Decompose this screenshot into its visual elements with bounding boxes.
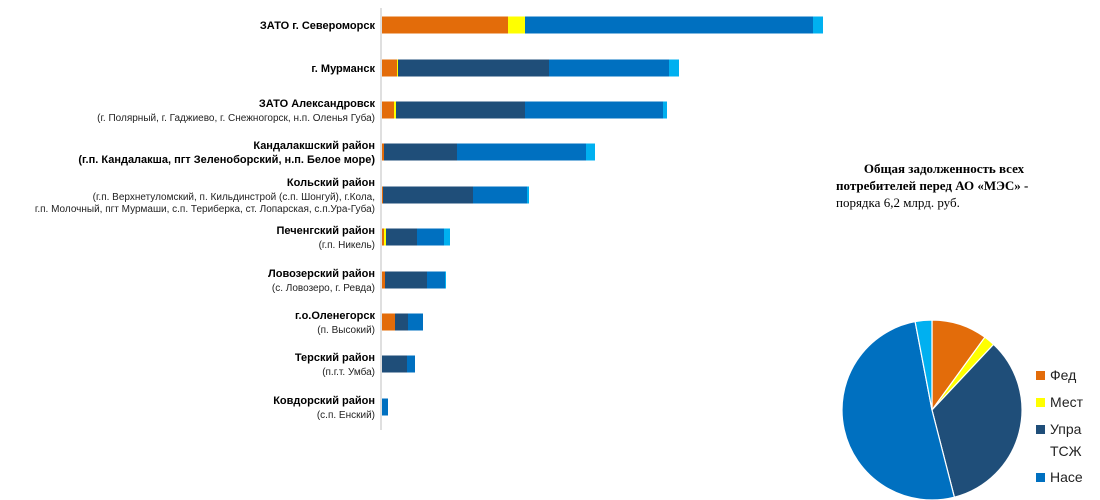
category-sublabel: (г. Полярный, г. Гаджиево, г. Снежногорс… — [97, 112, 375, 124]
category-sublabel: (г.п. Кандалакша, пгт Зеленоборский, н.п… — [78, 154, 375, 166]
bar-segment — [397, 59, 398, 77]
bar-segment — [813, 16, 823, 34]
category-label: ЗАТО Александровск — [259, 98, 376, 110]
category-sublabel: (п.г.т. Умба) — [322, 366, 375, 378]
bar-segment — [395, 313, 408, 331]
bar-segment — [527, 186, 529, 204]
bar-segment — [473, 186, 527, 204]
bar-segment — [427, 271, 445, 289]
bar-segment — [385, 271, 427, 289]
pie-legend: Фед Мест Упра ТСЖ Насе — [1036, 367, 1084, 485]
legend-label-line2: ТСЖ — [1050, 443, 1082, 459]
bar-segment — [408, 313, 423, 331]
category-label: Кольский район — [287, 177, 375, 189]
legend-label: Фед — [1050, 367, 1076, 383]
summary-line-3: порядка 6,2 млрд. руб. — [836, 195, 960, 210]
bar-segment — [382, 16, 508, 34]
category-label: Терский район — [295, 352, 375, 364]
bar-segment — [382, 355, 407, 373]
category-sublabel: (с.п. Енский) — [317, 410, 375, 421]
category-label: Печенгский район — [276, 225, 375, 237]
bar-segments — [382, 16, 823, 416]
bar-segment — [586, 143, 595, 161]
legend-label: Мест — [1050, 394, 1084, 410]
bar-segment — [508, 16, 525, 34]
category-sublabel: (г.п. Никель) — [319, 240, 375, 251]
debt-summary-text: Общая задолженность всех потребителей пе… — [836, 160, 1096, 211]
pie-slice — [914, 319, 933, 411]
bar-segment — [382, 143, 384, 161]
bar-segment — [457, 143, 586, 161]
category-label: Ковдорский район — [273, 395, 375, 407]
category-labels: ЗАТО г. Североморск г. Мурманск ЗАТО Алекс… — [35, 20, 376, 421]
bar-segment — [382, 101, 394, 119]
pie-chart — [841, 319, 1023, 500]
bar-segment — [382, 186, 383, 204]
bar-segment — [525, 16, 813, 34]
bar-segment — [386, 228, 417, 246]
bar-segment — [394, 101, 396, 119]
bar-segment — [669, 59, 679, 77]
category-label: г.о.Оленегорск — [295, 310, 375, 322]
pie-slice — [931, 343, 1023, 498]
bar-segment — [417, 228, 444, 246]
category-label: ЗАТО г. Североморск — [260, 20, 376, 32]
category-label: г. Мурманск — [311, 63, 375, 75]
category-sublabel: г.п. Молочный, пгт Мурмаши, с.п. Терибер… — [35, 203, 375, 215]
bar-segment — [663, 101, 667, 119]
legend-swatch — [1036, 398, 1045, 407]
summary-line-1: Общая задолженность всех — [863, 161, 1025, 176]
bar-segment — [444, 228, 450, 246]
category-sublabel: (п. Высокий) — [317, 325, 375, 336]
legend-swatch — [1036, 473, 1045, 482]
bar-segment — [383, 186, 473, 204]
summary-line-2: потребителей перед АО «МЭС» - — [836, 178, 1029, 193]
category-sublabel: (с. Ловозеро, г. Ревда) — [272, 283, 375, 294]
legend-label: Насе — [1050, 469, 1083, 485]
bar-segment — [398, 59, 549, 77]
category-label: Кандалакшский район — [253, 140, 375, 152]
bar-segment — [549, 59, 669, 77]
bar-segment — [382, 59, 397, 77]
bar-segment — [384, 228, 386, 246]
bar-segment — [396, 101, 525, 119]
bar-segment — [382, 271, 385, 289]
legend-swatch — [1036, 425, 1045, 434]
bar-segment — [445, 271, 446, 289]
category-label: Ловозерский район — [268, 268, 375, 280]
bar-segment — [382, 228, 384, 246]
pie-slice — [841, 320, 956, 500]
bar-segment — [382, 313, 395, 331]
bar-segment — [407, 355, 415, 373]
stacked-bar-chart: ЗАТО г. Североморск г. Мурманск ЗАТО Алекс… — [35, 8, 823, 430]
bar-segment — [525, 101, 663, 119]
category-sublabel: (г.п. Верхнетуломский, п. Кильдинстрой (… — [93, 192, 375, 203]
legend-swatch — [1036, 371, 1045, 380]
bar-segment — [382, 398, 388, 416]
legend-label: Упра — [1050, 421, 1082, 437]
bar-segment — [384, 143, 457, 161]
